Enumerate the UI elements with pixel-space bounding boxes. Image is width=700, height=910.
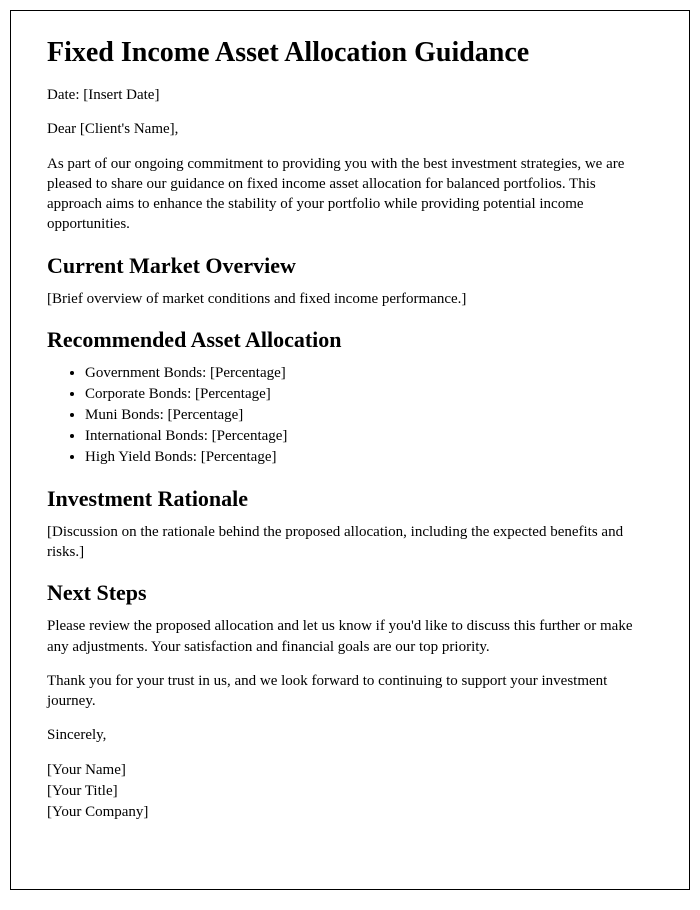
list-item: Muni Bonds: [Percentage] [85, 405, 653, 426]
next-body-1: Please review the proposed allocation an… [47, 616, 653, 657]
next-body-2: Thank you for your trust in us, and we l… [47, 671, 653, 712]
section-heading-market: Current Market Overview [47, 253, 653, 279]
allocation-list: Government Bonds: [Percentage] Corporate… [47, 363, 653, 468]
list-item: Corporate Bonds: [Percentage] [85, 384, 653, 405]
document-page: Fixed Income Asset Allocation Guidance D… [10, 10, 690, 890]
section-heading-next: Next Steps [47, 580, 653, 606]
closing: Sincerely, [47, 725, 653, 745]
intro-paragraph: As part of our ongoing commitment to pro… [47, 154, 653, 235]
rationale-body: [Discussion on the rationale behind the … [47, 522, 653, 563]
list-item: Government Bonds: [Percentage] [85, 363, 653, 384]
document-title: Fixed Income Asset Allocation Guidance [47, 37, 653, 69]
list-item: International Bonds: [Percentage] [85, 426, 653, 447]
market-body: [Brief overview of market conditions and… [47, 289, 653, 309]
section-heading-allocation: Recommended Asset Allocation [47, 327, 653, 353]
signature-title: [Your Title] [47, 781, 653, 802]
section-heading-rationale: Investment Rationale [47, 486, 653, 512]
signature-company: [Your Company] [47, 802, 653, 823]
list-item: High Yield Bonds: [Percentage] [85, 447, 653, 468]
salutation: Dear [Client's Name], [47, 119, 653, 139]
signature-block: [Your Name] [Your Title] [Your Company] [47, 760, 653, 823]
date-line: Date: [Insert Date] [47, 85, 653, 105]
signature-name: [Your Name] [47, 760, 653, 781]
